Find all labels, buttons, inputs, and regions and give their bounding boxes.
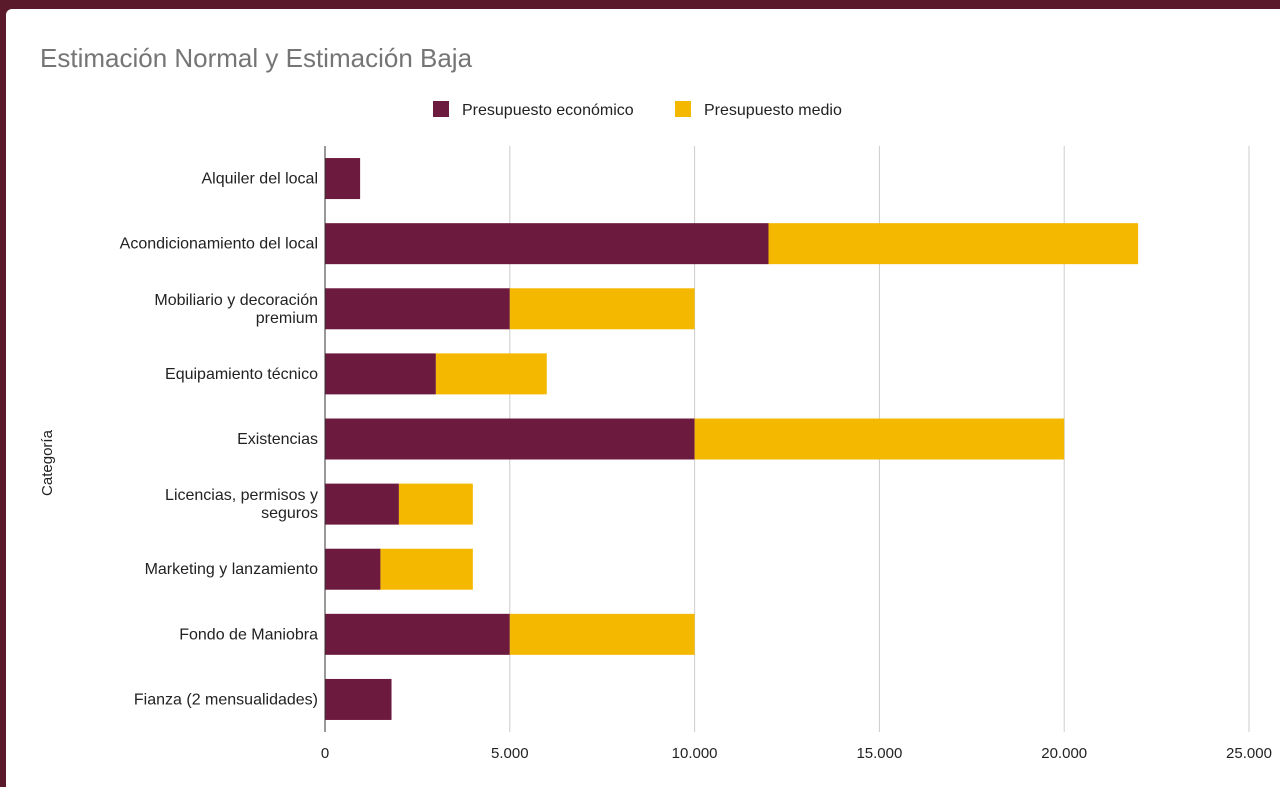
category-label: Alquiler del local [201, 171, 318, 188]
category-label: Fondo de Maniobra [179, 626, 318, 643]
legend-label-medio[interactable]: Presupuesto medio [704, 102, 842, 119]
category-label: Mobiliario y decoración premium [154, 292, 318, 327]
y-axis: Alquiler del local Acondicionamiento del … [120, 146, 326, 732]
bar-presupuesto-medio[interactable] [509, 288, 695, 330]
bar-presupuesto-medio[interactable] [768, 223, 1139, 265]
bar-presupuesto-medio[interactable] [398, 483, 473, 525]
x-tick-label: 15.000 [856, 745, 902, 762]
x-tick-label: 0 [321, 745, 329, 762]
bar-presupuesto-medio[interactable] [694, 418, 1065, 460]
bar-presupuesto-economico[interactable] [325, 288, 510, 330]
category-label: Licencias, permisos y seguros [165, 487, 318, 522]
x-tick-label: 10.000 [672, 745, 718, 762]
y-axis-title: Categoría [39, 429, 56, 496]
legend: Presupuesto económico Presupuesto medio [433, 101, 842, 119]
x-tick-label: 20.000 [1041, 745, 1087, 762]
stacked-bar-chart: Estimación Normal y Estimación Baja Pres… [39, 43, 1272, 762]
bar-presupuesto-economico[interactable] [325, 418, 695, 460]
bar-presupuesto-economico[interactable] [325, 158, 361, 200]
legend-label-economico[interactable]: Presupuesto económico [462, 102, 634, 119]
chart-card: Estimación Normal y Estimación Baja Pres… [6, 9, 1280, 787]
legend-swatch-economico [433, 101, 449, 117]
x-axis: 0 5.000 10.000 15.000 20.000 25.000 [321, 745, 1272, 762]
bars [325, 158, 1139, 720]
bar-presupuesto-economico[interactable] [325, 548, 381, 590]
x-tick-label: 5.000 [491, 745, 529, 762]
bar-presupuesto-medio[interactable] [380, 548, 473, 590]
bar-presupuesto-medio[interactable] [435, 353, 547, 395]
category-label: Fianza (2 mensualidades) [134, 691, 318, 708]
category-label: Equipamiento técnico [165, 366, 318, 383]
bar-presupuesto-economico[interactable] [325, 613, 510, 655]
bar-presupuesto-economico[interactable] [325, 353, 436, 395]
bar-presupuesto-medio[interactable] [509, 613, 695, 655]
bar-presupuesto-economico[interactable] [325, 678, 392, 720]
category-label: Existencias [237, 431, 318, 448]
bar-presupuesto-economico[interactable] [325, 483, 399, 525]
chart-title: Estimación Normal y Estimación Baja [40, 43, 473, 73]
category-label: Acondicionamiento del local [120, 236, 318, 253]
legend-swatch-medio [675, 101, 691, 117]
bar-presupuesto-economico[interactable] [325, 223, 769, 265]
x-tick-label: 25.000 [1226, 745, 1272, 762]
category-label: Marketing y lanzamiento [145, 561, 319, 578]
